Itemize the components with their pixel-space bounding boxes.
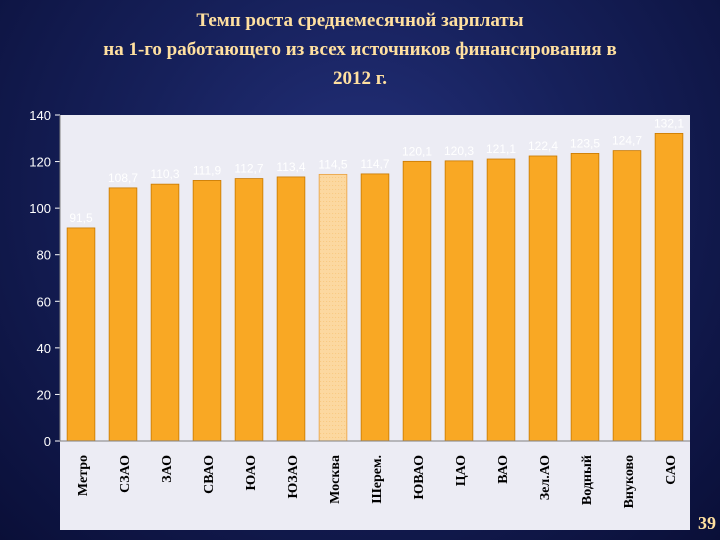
data-label: 114,7 (360, 157, 389, 171)
data-label: 123,5 (570, 136, 600, 150)
title-line-1: Темп роста среднемесячной зарплаты (196, 10, 524, 31)
category-label: СЗАО (118, 455, 133, 493)
page-number: 39 (698, 513, 716, 533)
bar (612, 150, 642, 442)
data-label: 132,1 (654, 116, 684, 130)
y-tick-label: 20 (37, 387, 51, 402)
data-label: 112,7 (234, 162, 263, 176)
data-label: 111,9 (193, 163, 222, 177)
category-label: Москва (328, 455, 343, 504)
bar (402, 160, 432, 442)
bar (654, 132, 684, 442)
category-label: СВАО (202, 455, 217, 494)
bar (234, 178, 264, 442)
title-line-3: 2012 г. (333, 68, 387, 89)
data-label: 114,5 (318, 157, 347, 171)
data-label: 122,4 (528, 139, 558, 153)
category-label: ЗАО (160, 455, 175, 483)
slide-title: Темп роста среднемесячной зарплаты на 1-… (0, 6, 720, 93)
y-tick-label: 80 (37, 248, 51, 263)
category-label: Метро (76, 455, 91, 496)
data-label: 124,7 (612, 134, 642, 148)
category-label: ЦАО (454, 455, 469, 486)
title-line-2: на 1-го работающего из всех источников ф… (103, 39, 617, 60)
bar (486, 158, 516, 442)
data-label: 120,1 (402, 144, 432, 158)
data-label: 91,5 (69, 211, 93, 225)
category-axis-area (60, 441, 690, 530)
bar (318, 173, 348, 442)
y-tick-label: 140 (29, 108, 51, 123)
category-label: САО (664, 455, 679, 485)
bar (66, 227, 96, 442)
data-label: 110,3 (150, 167, 179, 181)
bar (192, 180, 222, 442)
category-label: Внуково (622, 455, 637, 508)
data-label: 121,1 (486, 142, 516, 156)
bar (444, 160, 474, 442)
bar (360, 173, 390, 442)
y-tick-label: 60 (37, 294, 51, 309)
bar (276, 176, 306, 442)
category-label: Зел.АО (538, 455, 553, 500)
category-label: Шерем. (370, 455, 385, 504)
y-tick-label: 40 (37, 341, 51, 356)
y-tick-label: 0 (44, 434, 51, 449)
category-label: ЮАО (244, 455, 259, 491)
data-label: 120,3 (444, 144, 474, 158)
bar (150, 183, 180, 442)
bar (528, 155, 558, 442)
y-tick-label: 120 (29, 155, 51, 170)
category-label: ЮВАО (412, 455, 427, 500)
category-label: ВАО (496, 455, 511, 484)
bar (108, 187, 138, 442)
category-label: ЮЗАО (286, 455, 301, 499)
data-label: 108,7 (108, 171, 138, 185)
data-label: 113,4 (276, 160, 305, 174)
bar (570, 153, 600, 442)
category-label: Водный (580, 455, 595, 505)
y-tick-label: 100 (29, 201, 51, 216)
